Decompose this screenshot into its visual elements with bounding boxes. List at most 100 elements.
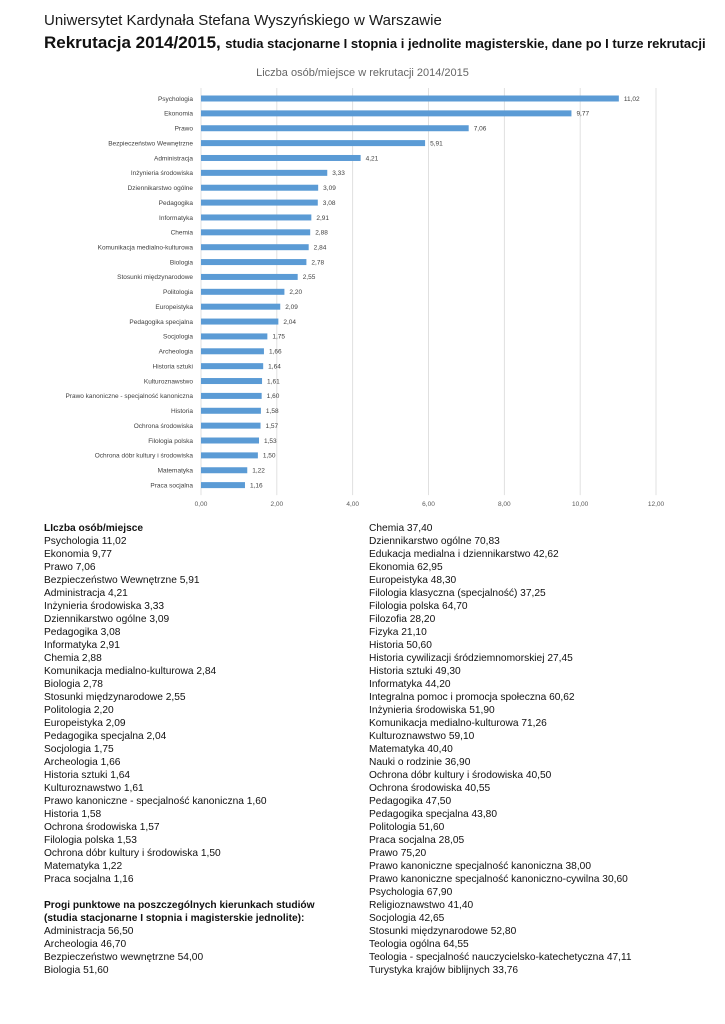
ratio-list-item: Kulturoznawstwo 1,61 [44, 783, 144, 794]
bar [201, 273, 298, 280]
x-tick-label: 10,00 [572, 501, 589, 508]
threshold-item: Kulturoznawstwo 59,10 [369, 731, 475, 742]
threshold-item: Fizyka 21,10 [369, 627, 427, 638]
category-label: Matematyka [158, 468, 194, 475]
category-label: Bezpieczeństwo Wewnętrzne [108, 140, 193, 147]
threshold-item: Ekonomia 62,95 [369, 562, 443, 573]
ratio-list-heading: LIczba osób/miejsce [44, 523, 144, 534]
bar [201, 378, 263, 385]
data-label: 2,20 [289, 289, 302, 296]
data-label: 3,09 [323, 185, 336, 192]
data-label: 1,60 [267, 393, 280, 400]
data-label: 1,50 [263, 453, 276, 460]
threshold-item: Stosunki międzynarodowe 52,80 [369, 926, 517, 937]
ratio-list-item: Prawo 7,06 [44, 562, 96, 573]
category-label: Prawo [175, 126, 194, 133]
threshold-item: Dziennikarstwo ogólne 70,83 [369, 536, 500, 547]
threshold-item: Filologia polska 64,70 [369, 601, 468, 612]
threshold-item: Psychologia 67,90 [369, 887, 453, 898]
ratio-list-item: Ochrona dóbr kultury i środowiska 1,50 [44, 848, 221, 859]
threshold-item: Politologia 51,60 [369, 822, 445, 833]
data-label: 11,02 [624, 96, 640, 103]
data-label: 1,66 [269, 349, 282, 356]
ratio-list-item: Europeistyka 2,09 [44, 718, 126, 729]
threshold-item: Filologia klasyczna (specjalność) 37,25 [369, 588, 546, 599]
threshold-item: Filozofia 28,20 [369, 614, 436, 625]
category-label: Pedagogika specjalna [129, 319, 193, 326]
ratio-list-item: Dziennikarstwo ogólne 3,09 [44, 614, 170, 625]
bar [201, 154, 361, 161]
bar [201, 140, 426, 147]
threshold-item: Matematyka 40,40 [369, 744, 453, 755]
thresholds-heading-line1: Progi punktowe na poszczególnych kierunk… [44, 900, 315, 911]
page-title-rest: studia stacjonarne I stopnia i jednolite… [225, 36, 706, 51]
threshold-item: Pedagogika specjalna 43,80 [369, 809, 498, 820]
threshold-item: Praca socjalna 28,05 [369, 835, 465, 846]
bar-chart: 0,00 2,00 4,00 6,00 8,00 10,00 12,00 Psychologi… [65, 88, 665, 508]
university-name: Uniwersytet Kardynała Stefana Wyszyńskie… [44, 12, 442, 29]
threshold-item: Prawo kanoniczne specjalność kanoniczna … [369, 861, 592, 872]
threshold-item: Turystyka krajów biblijnych 33,76 [369, 965, 519, 976]
category-label: Historia [171, 408, 193, 415]
x-tick-label: 12,00 [648, 501, 665, 508]
ratio-list-item: Inżynieria środowiska 3,33 [44, 601, 165, 612]
bar [201, 259, 307, 266]
ratio-list-item: Stosunki międzynarodowe 2,55 [44, 692, 186, 703]
data-label: 2,78 [311, 259, 324, 266]
ratio-list: Psychologia 11,02 Ekonomia 9,77 Prawo 7,06… [44, 535, 344, 886]
data-label: 1,57 [266, 423, 279, 430]
threshold-item: Ochrona środowiska 40,55 [369, 783, 491, 794]
ratio-list-item: Administracja 4,21 [44, 588, 128, 599]
page-title: Rekrutacja 2014/2015, studia stacjonarne… [44, 33, 706, 53]
ratio-list-item: Komunikacja medialno-kulturowa 2,84 [44, 666, 217, 677]
category-label: Ochrona dóbr kultury i środowiska [95, 453, 194, 460]
category-label: Administracja [154, 155, 193, 162]
ratio-list-item: Socjologia 1,75 [44, 744, 114, 755]
category-label: Prawo kanoniczne - specjalność kanoniczn… [65, 393, 193, 400]
ratio-list-item: Ochrona środowiska 1,57 [44, 822, 160, 833]
bar [201, 199, 318, 206]
data-label: 2,55 [303, 274, 316, 281]
ratio-list-item: Psychologia 11,02 [44, 536, 127, 547]
left-column: LIczba osób/miejsce Psychologia 11,02 Eko… [44, 522, 344, 977]
bar [201, 348, 264, 355]
ratio-list-item: Prawo kanoniczne - specjalność kanoniczn… [44, 796, 267, 807]
category-label: Psychologia [158, 96, 193, 103]
data-label: 1,58 [266, 408, 279, 415]
bar [201, 288, 285, 295]
category-label: Historia sztuki [153, 363, 193, 370]
category-label: Europeistyka [155, 304, 193, 311]
ratio-list-item: Historia sztuki 1,64 [44, 770, 131, 781]
x-tick-label: 6,00 [422, 501, 435, 508]
thresholds-heading-line2: (studia stacjonarne I stopnia i magister… [44, 913, 305, 924]
category-label: Socjologia [163, 334, 193, 341]
page-title-main: Rekrutacja 2014/2015, [44, 33, 221, 52]
thresholds-list-right: Chemia 37,40 Dziennikarstwo ogólne 70,83 E… [369, 522, 709, 977]
ratio-list-item: Informatyka 2,91 [44, 640, 120, 651]
ratio-list-item: Praca socjalna 1,16 [44, 874, 134, 885]
threshold-item: Archeologia 46,70 [44, 939, 127, 950]
data-label: 1,75 [272, 334, 285, 341]
bar [201, 125, 469, 132]
bar [201, 169, 328, 176]
data-label: 4,21 [366, 155, 379, 162]
ratio-list-item: Pedagogika specjalna 2,04 [44, 731, 167, 742]
bar [201, 95, 619, 102]
category-label: Archeologia [159, 349, 194, 356]
threshold-item: Administracja 56,50 [44, 926, 134, 937]
bar [201, 482, 245, 489]
bar [201, 363, 264, 370]
threshold-item: Pedagogika 47,50 [369, 796, 452, 807]
ratio-list-item: Filologia polska 1,53 [44, 835, 137, 846]
bar [201, 452, 258, 459]
threshold-item: Edukacja medialna i dziennikarstwo 42,62 [369, 549, 559, 560]
threshold-item: Prawo 75,20 [369, 848, 427, 859]
category-label: Kulturoznawstwo [144, 378, 194, 385]
category-label: Politologia [163, 289, 193, 296]
data-label: 1,61 [267, 378, 280, 385]
threshold-item: Europeistyka 48,30 [369, 575, 457, 586]
category-label: Chemia [171, 230, 194, 237]
bar [201, 422, 261, 429]
category-label: Informatyka [159, 215, 193, 222]
threshold-item: Historia sztuki 49,30 [369, 666, 461, 677]
